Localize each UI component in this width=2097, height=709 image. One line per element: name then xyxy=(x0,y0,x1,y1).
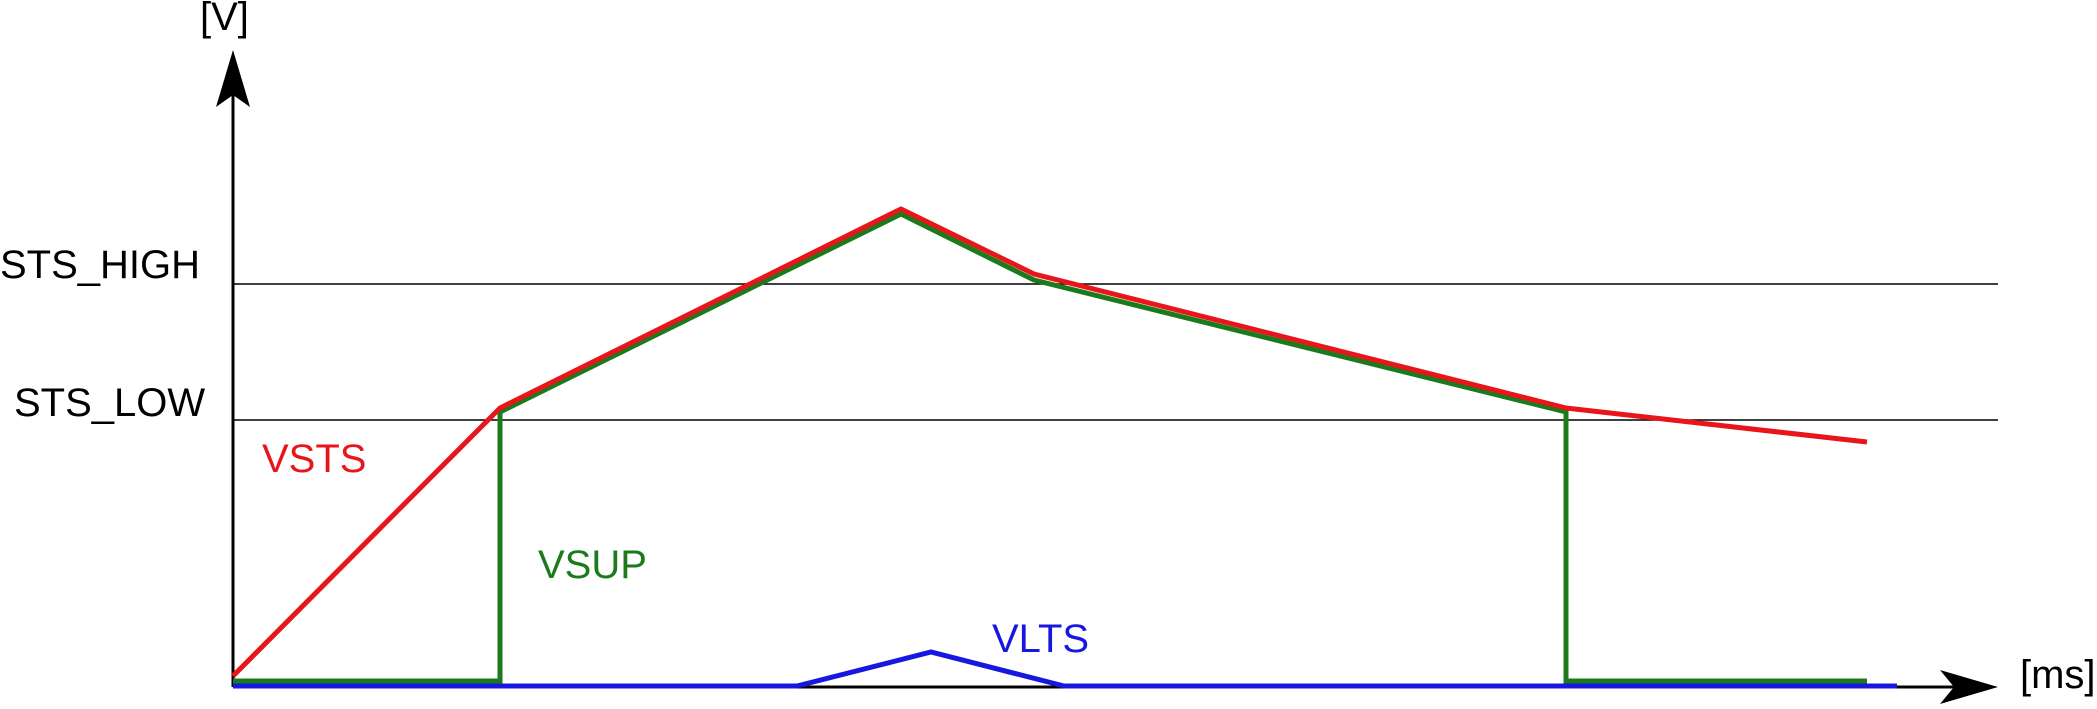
vsts-label: VSTS xyxy=(262,437,366,481)
x-axis-unit-label: [ms] xyxy=(2020,653,2096,697)
sts-high-label: STS_HIGH xyxy=(0,243,200,287)
vlts-signal-line xyxy=(233,649,1897,689)
sts-low-label: STS_LOW xyxy=(14,381,205,425)
x-axis-arrow-icon xyxy=(1940,670,1998,704)
y-axis-arrow-icon xyxy=(216,50,250,107)
vsup-label: VSUP xyxy=(538,543,647,587)
y-axis-unit-label: [V] xyxy=(200,0,249,39)
vsup-signal-line xyxy=(233,211,1867,684)
vsts-signal-line xyxy=(231,206,1868,678)
vlts-label: VLTS xyxy=(992,617,1089,661)
